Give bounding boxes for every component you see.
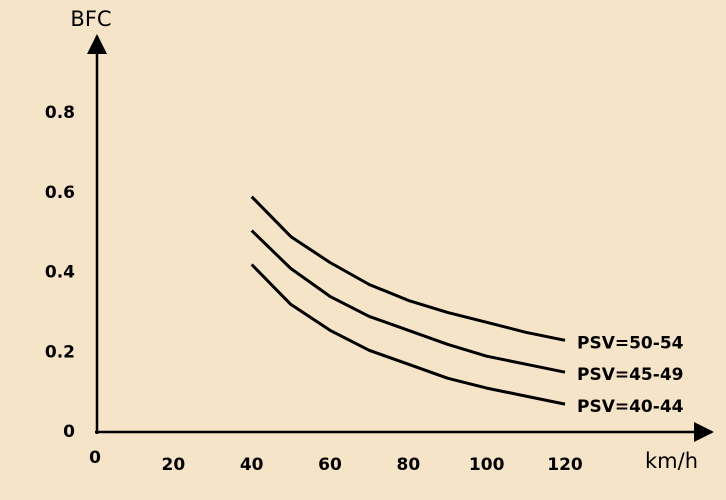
x-tick-label: 0 [89, 448, 101, 468]
line-series [250, 263, 566, 406]
x-tick-label: 20 [161, 455, 185, 475]
y-tick-label: 0.6 [45, 183, 75, 203]
y-tick-label: 0.4 [45, 263, 75, 283]
x-tick-label: 80 [396, 455, 420, 475]
series-label: PSV=45-49 [577, 365, 683, 385]
y-tick-label: 0.2 [45, 342, 75, 362]
x-tick-label: 100 [469, 455, 505, 475]
x-axis-label: km/h [645, 449, 698, 473]
line-series [250, 229, 566, 374]
x-tick-label: 120 [547, 455, 583, 475]
y-tick-label: 0 [63, 422, 75, 442]
y-axis-label: BFC [70, 7, 111, 31]
y-tick-label: 0.8 [45, 103, 75, 123]
x-tick-label: 40 [240, 455, 264, 475]
series-label: PSV=40-44 [577, 397, 684, 417]
x-tick-label: 60 [318, 455, 342, 475]
line-series [250, 195, 566, 342]
series-label: PSV=50-54 [577, 333, 684, 353]
